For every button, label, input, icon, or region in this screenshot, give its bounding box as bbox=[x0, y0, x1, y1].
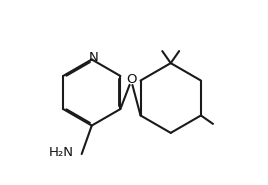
Text: O: O bbox=[126, 73, 136, 86]
Text: N: N bbox=[89, 51, 98, 64]
Text: H₂N: H₂N bbox=[49, 146, 74, 159]
